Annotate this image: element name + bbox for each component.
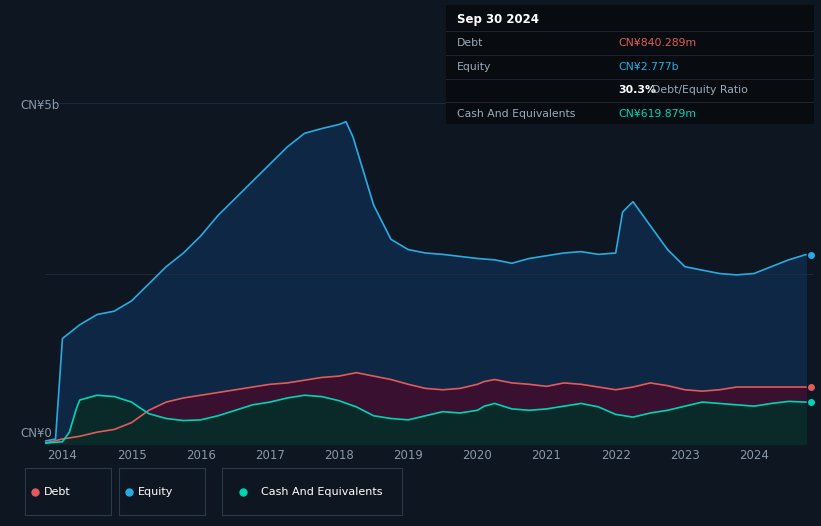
Text: Equity: Equity xyxy=(138,487,173,497)
Text: Debt/Equity Ratio: Debt/Equity Ratio xyxy=(652,85,748,96)
Text: 30.3%: 30.3% xyxy=(619,85,657,96)
Text: Sep 30 2024: Sep 30 2024 xyxy=(456,13,539,26)
Text: CN¥2.777b: CN¥2.777b xyxy=(619,62,679,72)
Text: CN¥840.289m: CN¥840.289m xyxy=(619,38,697,48)
Text: CN¥5b: CN¥5b xyxy=(21,99,60,112)
Text: CN¥619.879m: CN¥619.879m xyxy=(619,109,697,119)
Text: CN¥0: CN¥0 xyxy=(21,428,53,440)
Text: Debt: Debt xyxy=(44,487,71,497)
Text: Debt: Debt xyxy=(456,38,484,48)
Text: Cash And Equivalents: Cash And Equivalents xyxy=(456,109,576,119)
Text: Equity: Equity xyxy=(456,62,491,72)
Text: Cash And Equivalents: Cash And Equivalents xyxy=(261,487,383,497)
